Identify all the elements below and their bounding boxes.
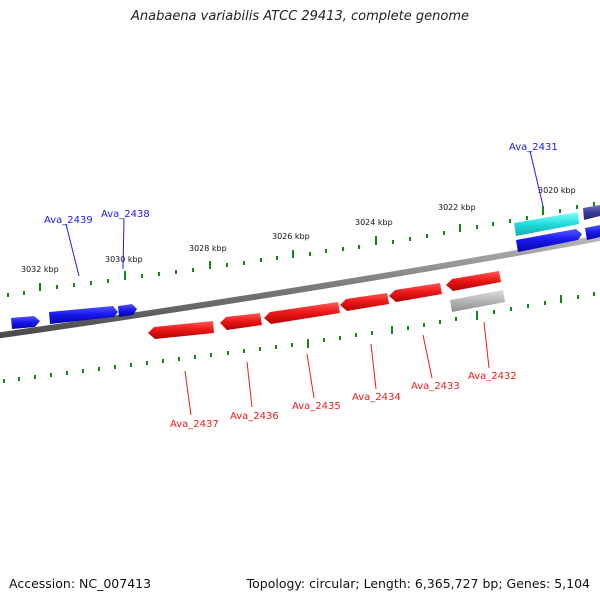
gene-label-ava-2434[interactable]: Ava_2434: [352, 392, 401, 403]
genome-backbone: [0, 234, 600, 339]
gene-label-ava-2435[interactable]: Ava_2435: [292, 401, 341, 412]
kbp-label-3028: 3028 kbp: [189, 244, 227, 253]
gene-arrow-forward[interactable]: [11, 316, 40, 329]
genome-summary-text: Topology: circular; Length: 6,365,727 bp…: [246, 576, 590, 591]
accession-text: Accession: NC_007413: [9, 576, 152, 591]
gene-arrow-reverse[interactable]: [389, 283, 442, 302]
gene-label-ava-2438[interactable]: Ava_2438: [101, 209, 150, 220]
gene-label-leaders: [65, 150, 544, 416]
gene-label-ava-2437[interactable]: Ava_2437: [170, 419, 219, 430]
gene-label-ava-2436[interactable]: Ava_2436: [230, 411, 279, 422]
gene-arrow-forward[interactable]: [49, 306, 118, 324]
gene-label-ava-2433[interactable]: Ava_2433: [411, 381, 460, 392]
gene-label-ava-2431[interactable]: Ava_2431: [509, 142, 558, 153]
gene-arrow-forward[interactable]: [585, 225, 600, 240]
gene-label-ava-2439[interactable]: Ava_2439: [44, 215, 93, 226]
kbp-label-3026: 3026 kbp: [272, 232, 310, 241]
inner-scale-ticks: [3, 292, 595, 383]
gene-arrow-reverse[interactable]: [446, 271, 501, 291]
kbp-label-3024: 3024 kbp: [355, 218, 393, 227]
gene-arrow-forward[interactable]: [516, 229, 582, 252]
other-gene-arrow[interactable]: [583, 205, 600, 220]
kbp-label-3020: 3020 kbp: [538, 186, 576, 195]
pseudo-gene-arrow[interactable]: [450, 290, 505, 312]
kbp-label-3032: 3032 kbp: [21, 265, 59, 274]
gene-arrow-forward[interactable]: [118, 304, 137, 317]
kbp-label-3022: 3022 kbp: [438, 203, 476, 212]
gene-arrow-reverse[interactable]: [220, 313, 262, 330]
gene-arrow-reverse[interactable]: [340, 293, 389, 311]
forward-strand-genes: [11, 205, 600, 329]
reverse-strand-genes: [148, 271, 505, 339]
gene-arrow-reverse[interactable]: [264, 302, 340, 324]
kbp-label-3030: 3030 kbp: [105, 255, 143, 264]
outer-scale-ticks: [7, 202, 595, 297]
rna-gene-arrow[interactable]: [514, 212, 579, 236]
genome-title: Anabaena variabilis ATCC 29413, complete…: [131, 9, 469, 24]
gene-arrow-reverse[interactable]: [148, 321, 214, 339]
gene-label-ava-2432[interactable]: Ava_2432: [468, 371, 517, 382]
